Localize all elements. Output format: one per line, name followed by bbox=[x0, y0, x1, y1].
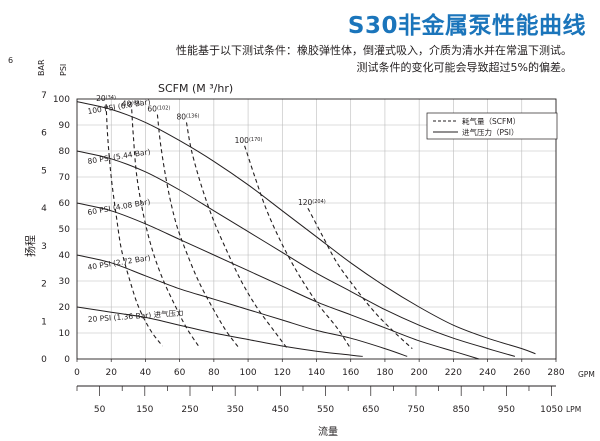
pressure-curve bbox=[76, 150, 516, 357]
scfm-curve-label: 120(204) bbox=[298, 198, 326, 207]
scfm-curve bbox=[156, 114, 240, 349]
bar-tick-label: 5 bbox=[41, 166, 47, 176]
gpm-tick-label: 60 bbox=[174, 368, 186, 378]
gpm-tick-label: 180 bbox=[376, 368, 393, 378]
psi-tick-label: 90 bbox=[59, 121, 71, 131]
legend-label-psi: 进气压力（PSI） bbox=[462, 127, 519, 137]
scfm-curve bbox=[307, 207, 413, 350]
flow-axis-label: 流量 bbox=[318, 425, 338, 438]
scfm-curve-m3: (68) bbox=[131, 100, 141, 106]
pressure-curve bbox=[76, 254, 408, 357]
psi-tick-label: 60 bbox=[59, 199, 71, 209]
lpm-tick-label: 850 bbox=[453, 405, 470, 415]
bar-tick-label: 2 bbox=[41, 280, 47, 290]
gpm-tick-label: 100 bbox=[239, 368, 256, 378]
pressure-curve-label: 40 PSI (2.72 Bar) bbox=[87, 253, 151, 272]
page-title: S30非金属泵性能曲线 bbox=[347, 13, 586, 39]
scfm-curve bbox=[185, 122, 288, 349]
gpm-tick-label: 280 bbox=[547, 368, 564, 378]
scfm-curve-label: 80(136) bbox=[176, 112, 199, 121]
scfm-curve bbox=[131, 109, 199, 347]
scfm-curve bbox=[105, 104, 163, 347]
psi-tick-label: 70 bbox=[59, 173, 71, 183]
grid-lines bbox=[77, 99, 556, 359]
pressure-curve-label: 80 PSI (5.44 Bar) bbox=[87, 147, 151, 166]
gpm-tick-label: 140 bbox=[308, 368, 325, 378]
scfm-curve-label: 20(34) bbox=[96, 94, 116, 103]
bar-tick-label: 1 bbox=[41, 317, 47, 327]
psi-tick-label: 40 bbox=[59, 251, 71, 261]
psi-tick-label: 30 bbox=[59, 277, 71, 287]
bar-tick-label: 0 bbox=[41, 355, 47, 365]
gpm-tick-label: 240 bbox=[479, 368, 496, 378]
gpm-tick-label: 160 bbox=[342, 368, 359, 378]
page-number: 6 bbox=[8, 56, 14, 65]
legend: 耗气量（SCFM） 进气压力（PSI） bbox=[426, 112, 558, 140]
gpm-tick-label: 120 bbox=[274, 368, 291, 378]
lpm-tick-label: 650 bbox=[362, 405, 379, 415]
bar-tick-label: 6 bbox=[41, 129, 47, 139]
psi-tick-label: 10 bbox=[59, 329, 71, 339]
pressure-curve-label: 20 PSI (1.36 Bar) 进气压力 bbox=[87, 307, 183, 324]
scfm-curve-m3: (170) bbox=[249, 137, 262, 143]
scfm-axis-label: SCFM (M ³/hr) bbox=[158, 82, 233, 95]
lpm-tick-label: 450 bbox=[272, 405, 289, 415]
legend-box bbox=[426, 112, 558, 140]
lpm-tick-label: 150 bbox=[136, 405, 153, 415]
gpm-tick-label: 220 bbox=[445, 368, 462, 378]
psi-axis-label: PSI bbox=[59, 64, 68, 76]
lpm-tick-label: 1050 bbox=[540, 405, 563, 415]
scfm-curve-m3: (136) bbox=[186, 113, 199, 119]
bar-tick-label: 7 bbox=[41, 91, 47, 101]
psi-tick-label: 80 bbox=[59, 147, 71, 157]
scfm-curve bbox=[244, 145, 352, 349]
psi-tick-label: 20 bbox=[59, 303, 71, 313]
psi-tick-label: 100 bbox=[53, 95, 70, 105]
scfm-curve-label: 40(68) bbox=[122, 99, 142, 108]
bar-tick-label: 3 bbox=[41, 242, 47, 252]
pressure-curve-label: 60 PSI (4.08 Bar) bbox=[87, 197, 151, 217]
lpm-tick-label: 350 bbox=[227, 405, 244, 415]
gpm-tick-label: 260 bbox=[513, 368, 530, 378]
scfm-curve-label: 60(102) bbox=[147, 105, 170, 114]
gpm-tick-label: 200 bbox=[411, 368, 428, 378]
y-axis-ticks: 0 10 20 30 40 50 60 70 80 90 100 0 1 2 3 4 5 6 7 bbox=[41, 91, 70, 365]
lpm-tick-label: 550 bbox=[317, 405, 334, 415]
scfm-curve-m3: (204) bbox=[312, 199, 325, 205]
gpm-tick-label: 40 bbox=[140, 368, 152, 378]
bar-tick-label: 4 bbox=[41, 204, 47, 214]
deviation-note: 测试条件的变化可能会导致超过5%的偏差。 bbox=[356, 61, 572, 74]
legend-label-scfm: 耗气量（SCFM） bbox=[462, 116, 520, 126]
lpm-tick-label: 50 bbox=[94, 405, 106, 415]
curves bbox=[76, 101, 536, 360]
lpm-unit-label: LPM bbox=[566, 405, 581, 414]
lpm-tick-label: 750 bbox=[407, 405, 424, 415]
bar-axis-label: BAR bbox=[37, 59, 46, 76]
gpm-tick-label: 80 bbox=[208, 368, 220, 378]
x-axis-ticks: 0 20 40 60 80 100 120 140 160 180 200 220 240 260 280 5… bbox=[74, 359, 565, 415]
scfm-curve-label: 100(170) bbox=[235, 136, 263, 145]
psi-tick-label: 0 bbox=[64, 355, 70, 365]
pressure-curve bbox=[76, 306, 363, 357]
test-conditions-note: 性能基于以下测试条件：橡胶弹性体，倒灌式吸入，介质为清水并在常温下测试。 bbox=[176, 44, 572, 57]
scfm-curve-m3: (34) bbox=[106, 95, 116, 101]
scfm-curve-m3: (102) bbox=[157, 106, 170, 112]
pressure-curve bbox=[76, 101, 536, 355]
lpm-tick-label: 950 bbox=[498, 405, 515, 415]
lpm-tick-label: 250 bbox=[181, 405, 198, 415]
gpm-tick-label: 20 bbox=[105, 368, 117, 378]
gpm-tick-label: 0 bbox=[74, 368, 80, 378]
head-axis-label: 扬程 bbox=[23, 235, 37, 257]
psi-tick-label: 50 bbox=[59, 225, 71, 235]
gpm-unit-label: GPM bbox=[578, 370, 595, 379]
